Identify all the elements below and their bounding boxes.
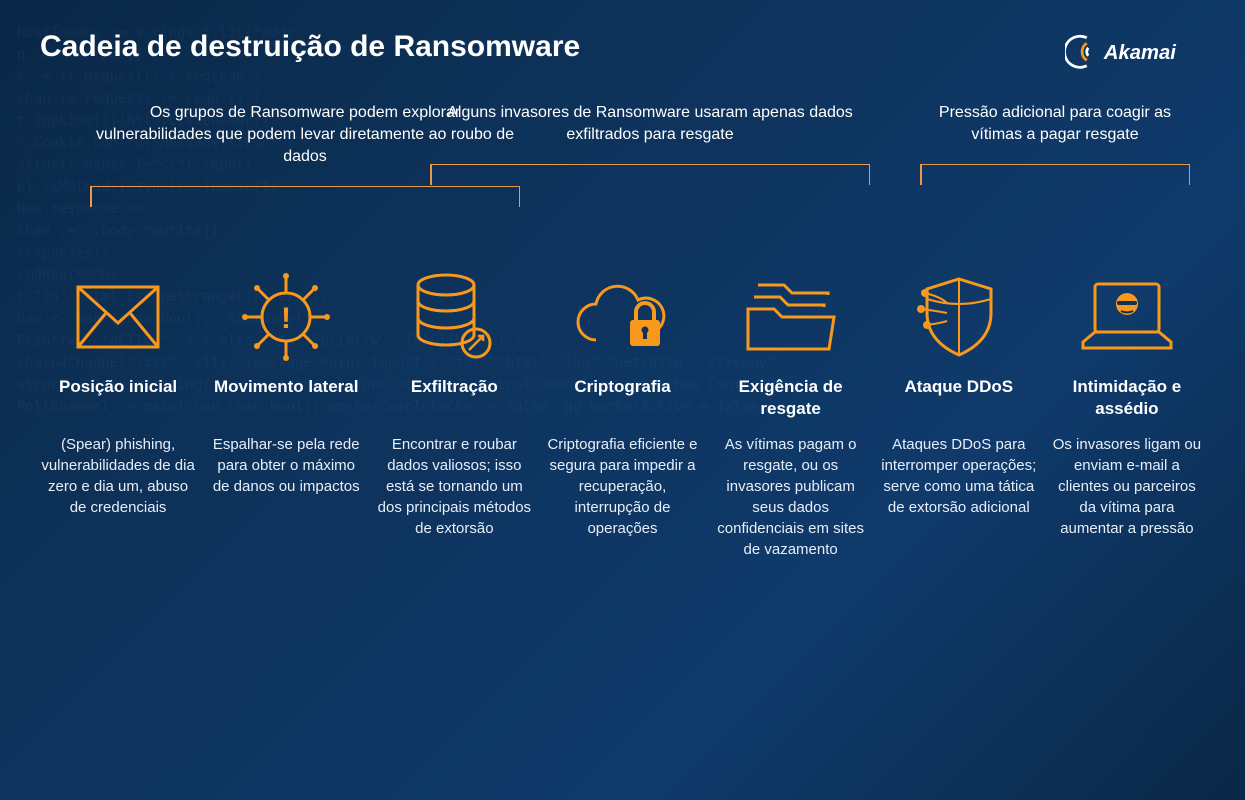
- bracket-row: Os grupos de Ransomware podem explorar v…: [40, 102, 1205, 262]
- stage-ddos: Ataque DDoS Ataques DDoS para interrompe…: [881, 272, 1037, 560]
- envelope-icon: [74, 272, 162, 362]
- bracket-line: [920, 164, 1190, 184]
- stage-lateral-movement: ! Movimento lateral Espalhar-se pela red…: [208, 272, 364, 560]
- stage-encryption: Criptografia Criptografia eficiente e se…: [544, 272, 700, 560]
- bracket-caption: Pressão adicional para coagir as vítimas…: [920, 102, 1190, 146]
- stage-title: Criptografia: [574, 376, 670, 420]
- bracket-group-3: Pressão adicional para coagir as vítimas…: [920, 102, 1190, 184]
- stage-desc: Espalhar-se pela rede para obter o máxim…: [208, 434, 364, 497]
- stage-desc: Os invasores ligam ou enviam e-mail a cl…: [1049, 434, 1205, 539]
- svg-text:!: !: [281, 302, 291, 335]
- cloud-lock-icon: [572, 272, 672, 362]
- stage-title: Intimidação e assédio: [1049, 376, 1205, 420]
- svg-text:Akamai: Akamai: [1103, 42, 1176, 64]
- folders-icon: [744, 272, 838, 362]
- stage-title: Exfiltração: [411, 376, 498, 420]
- stage-exfiltration: Exfiltração Encontrar e roubar dados val…: [376, 272, 532, 560]
- stage-intimidation: Intimidação e assédio Os invasores ligam…: [1049, 272, 1205, 560]
- shield-ddos-icon: [915, 272, 1003, 362]
- stage-desc: (Spear) phishing, vulnerabilidades de di…: [40, 434, 196, 518]
- laptop-hacker-icon: [1077, 272, 1177, 362]
- stage-desc: As vítimas pagam o resgate, ou os invaso…: [713, 434, 869, 560]
- stage-title: Exigência de resgate: [713, 376, 869, 420]
- stage-desc: Ataques DDoS para interromper operações;…: [881, 434, 1037, 518]
- bracket-line: [90, 186, 520, 206]
- header: Cadeia de destruição de Ransomware Akama…: [40, 30, 1205, 72]
- stage-title: Movimento lateral: [214, 376, 359, 420]
- stage-initial-position: Posição inicial (Spear) phishing, vulner…: [40, 272, 196, 560]
- stage-desc: Criptografia eficiente e segura para imp…: [544, 434, 700, 539]
- database-icon: [414, 272, 494, 362]
- stages-row: Posição inicial (Spear) phishing, vulner…: [40, 272, 1205, 560]
- akamai-logo: Akamai: [1065, 30, 1205, 72]
- stage-title: Ataque DDoS: [904, 376, 1013, 420]
- page-title: Cadeia de destruição de Ransomware: [40, 30, 580, 64]
- stage-desc: Encontrar e roubar dados valiosos; isso …: [376, 434, 532, 539]
- bracket-group-2: Alguns invasores de Ransomware usaram ap…: [430, 102, 870, 184]
- bracket-caption: Alguns invasores de Ransomware usaram ap…: [430, 102, 870, 146]
- stage-title: Posição inicial: [59, 376, 177, 420]
- virus-icon: !: [241, 272, 331, 362]
- bracket-line: [430, 164, 870, 184]
- stage-ransom-demand: Exigência de resgate As vítimas pagam o …: [713, 272, 869, 560]
